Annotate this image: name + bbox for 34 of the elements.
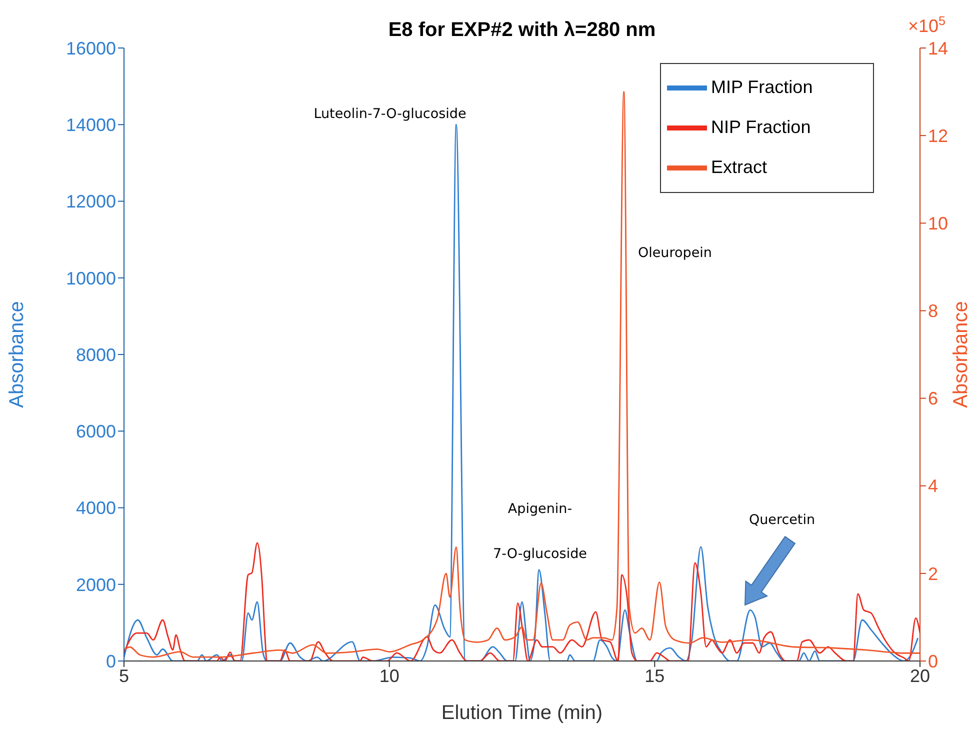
- x-tick-label: 15: [644, 666, 665, 686]
- legend-label: Extract: [711, 156, 768, 177]
- annotation: Quercetin: [748, 512, 816, 528]
- chart-title: E8 for EXP#2 with λ=280 nm: [388, 19, 656, 41]
- y2-tick-label: 2: [928, 564, 938, 584]
- y2-tick-label: 6: [928, 388, 938, 409]
- y-axis-title: Absorbance: [6, 301, 28, 408]
- y2-tick-label: 12: [928, 126, 948, 146]
- x-tick-label: 10: [379, 666, 400, 686]
- legend-label: MIP Fraction: [711, 76, 813, 97]
- y-tick-label: 4000: [76, 498, 116, 518]
- x-tick-label: 20: [910, 666, 930, 686]
- annotation: Luteolin-7-O-glucoside: [314, 106, 466, 122]
- y2-tick-label: 4: [928, 476, 938, 496]
- y-tick-label: 10000: [66, 268, 116, 288]
- y-tick-label: 6000: [76, 422, 116, 442]
- annotation: 7-O-glucoside: [493, 546, 587, 562]
- y2-tick-label: 14: [928, 38, 948, 58]
- y2-tick-label: 0: [928, 651, 938, 672]
- x-tick-label: 5: [118, 666, 130, 686]
- y2-tick-label: 10: [928, 214, 948, 234]
- text: ×10$^{5}$: [908, 14, 946, 36]
- annotation: Apigenin-: [508, 501, 572, 517]
- y-tick-label: 8000: [76, 344, 116, 365]
- y-tick-label: 16000: [66, 38, 116, 58]
- y2-tick-label: 8: [928, 301, 938, 322]
- y-tick-label: 2000: [76, 574, 116, 595]
- annotation: Oleuropein: [638, 245, 712, 261]
- legend-label: NIP Fraction: [711, 116, 811, 137]
- y2-axis-title: Absorbance: [950, 301, 971, 408]
- y-tick-label: 14000: [66, 115, 116, 136]
- y-tick-label: 0: [106, 651, 116, 672]
- x-axis-title: Elution Time (min): [441, 702, 603, 724]
- y-tick-label: 12000: [66, 192, 116, 212]
